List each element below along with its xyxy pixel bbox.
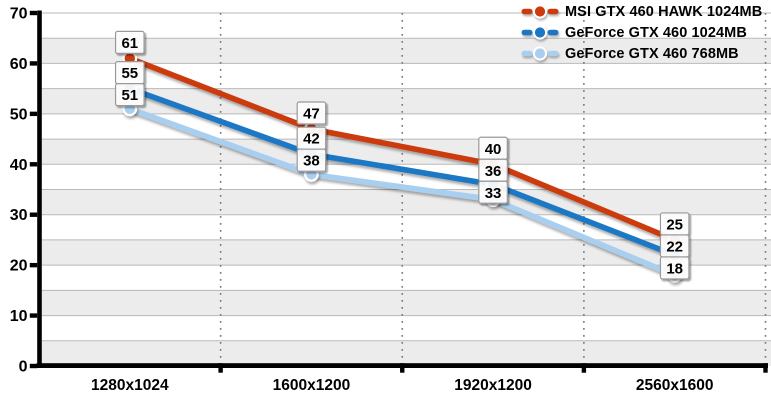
- plot-band: [42, 139, 771, 165]
- x-category-label: 1280x1024: [91, 377, 169, 394]
- y-tick-label: 0: [19, 359, 28, 376]
- legend-line-marker-icon: [521, 25, 559, 40]
- data-label-box: [478, 180, 508, 204]
- plot-band: [42, 290, 771, 316]
- y-tick: [29, 61, 38, 66]
- plot-band: [42, 189, 771, 215]
- y-axis-line: [37, 10, 42, 368]
- data-label-box: [659, 256, 690, 280]
- legend-item: MSI GTX 460 HAWK 1024MB: [521, 1, 762, 22]
- y-tick-label: 30: [10, 207, 28, 224]
- plot-band: [42, 38, 771, 64]
- data-label-box: [114, 30, 145, 54]
- legend-label: GeForce GTX 460 1024MB: [565, 24, 747, 41]
- data-label-value: 18: [666, 260, 683, 277]
- y-tick: [29, 10, 38, 16]
- y-tick: [29, 212, 38, 217]
- y-tick: [29, 363, 38, 369]
- plot-band: [42, 340, 771, 366]
- data-label-value: 42: [303, 131, 320, 148]
- x-tick: [763, 363, 768, 373]
- legend-line-marker-icon: [521, 46, 559, 61]
- y-tick: [29, 111, 38, 117]
- x-tick: [581, 363, 587, 373]
- data-label-box: [114, 83, 145, 107]
- data-label-value: 22: [666, 238, 683, 255]
- plot-band: [42, 88, 771, 114]
- x-category-label: 2560x1600: [636, 377, 714, 394]
- series-line-1: [127, 85, 678, 258]
- series-line-0: [127, 55, 678, 243]
- data-label-value: 55: [121, 65, 138, 82]
- legend-label: MSI GTX 460 HAWK 1024MB: [565, 3, 763, 20]
- data-label-value: 47: [303, 105, 320, 122]
- data-label-value: 61: [121, 35, 138, 52]
- data-label-box: [296, 148, 327, 172]
- legend-item: GeForce GTX 460 768MB: [521, 43, 762, 64]
- data-label-value: 51: [121, 87, 138, 104]
- x-category-label: 1920x1200: [454, 377, 532, 394]
- data-label-value: 40: [485, 141, 502, 158]
- legend-label: GeForce GTX 460 768MB: [565, 45, 739, 62]
- x-tick: [400, 363, 405, 373]
- y-tick-label: 50: [10, 106, 28, 123]
- y-tick: [29, 313, 38, 318]
- legend-item: GeForce GTX 460 1024MB: [521, 22, 762, 43]
- y-tick: [29, 162, 38, 167]
- x-category-label: 1600x1200: [273, 377, 351, 394]
- data-label-value: 38: [303, 153, 320, 170]
- y-tick-label: 70: [10, 6, 28, 23]
- series-line-2: [127, 106, 678, 279]
- y-tick-label: 10: [10, 308, 28, 325]
- chart-legend: MSI GTX 460 HAWK 1024MB GeForce GTX 460 1…: [521, 1, 762, 64]
- y-tick-label: 40: [10, 157, 28, 174]
- y-tick-label: 20: [10, 258, 28, 275]
- data-label-box: [296, 101, 327, 125]
- y-tick-label: 60: [10, 56, 28, 73]
- data-label-value: 36: [485, 163, 502, 180]
- data-label-value: 25: [666, 216, 683, 233]
- data-label-value: 33: [485, 185, 502, 202]
- x-tick: [218, 363, 223, 373]
- legend-line-marker-icon: [521, 4, 559, 19]
- y-tick: [29, 262, 38, 268]
